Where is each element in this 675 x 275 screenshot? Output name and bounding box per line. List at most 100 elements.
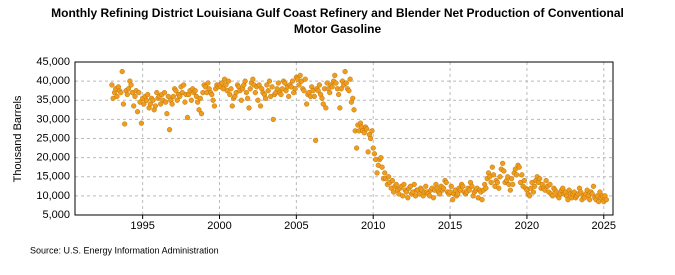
- data-point: [119, 68, 125, 75]
- data-point: [292, 86, 298, 92]
- data-point: [227, 91, 233, 98]
- data-point: [364, 126, 370, 132]
- data-point: [389, 177, 396, 184]
- data-point: [507, 187, 513, 193]
- x-tick-label: 2015: [438, 220, 462, 232]
- data-point: [338, 86, 344, 92]
- data-point: [296, 82, 302, 88]
- data-point: [497, 174, 503, 180]
- data-point: [229, 103, 235, 109]
- data-point: [182, 99, 188, 105]
- data-point: [286, 93, 292, 100]
- data-point: [289, 78, 296, 84]
- y-tick-label: 30,000: [36, 113, 70, 125]
- data-point: [437, 191, 443, 197]
- data-point: [161, 89, 168, 96]
- data-point: [532, 183, 538, 189]
- source-note: Source: U.S. Energy Information Administ…: [30, 245, 219, 255]
- data-point: [247, 86, 253, 92]
- data-point: [590, 183, 597, 189]
- data-point: [138, 120, 145, 126]
- y-tick-label: 45,000: [36, 56, 70, 68]
- data-point: [332, 72, 338, 78]
- data-point: [210, 97, 216, 103]
- data-point: [441, 185, 447, 191]
- data-point: [158, 101, 164, 107]
- data-point: [278, 91, 284, 98]
- data-point: [297, 72, 303, 78]
- data-point: [496, 185, 502, 191]
- data-point: [250, 76, 256, 82]
- data-point: [489, 164, 495, 170]
- data-point: [501, 168, 507, 174]
- data-point: [488, 179, 494, 186]
- data-point: [147, 101, 153, 107]
- data-point: [430, 195, 437, 201]
- data-point: [315, 88, 321, 94]
- data-point: [508, 176, 515, 182]
- data-point: [519, 172, 525, 178]
- data-point: [411, 181, 417, 188]
- data-point: [351, 107, 357, 113]
- data-point: [469, 183, 475, 189]
- data-point: [164, 111, 170, 117]
- x-tick-label: 2005: [284, 220, 308, 232]
- data-point: [109, 82, 115, 88]
- data-point: [238, 97, 244, 103]
- data-point: [549, 193, 556, 199]
- x-tick-label: 2010: [361, 220, 385, 232]
- data-point: [125, 86, 132, 92]
- y-tick-label: 20,000: [36, 152, 70, 164]
- y-tick-label: 15,000: [36, 171, 70, 183]
- data-point: [337, 105, 343, 111]
- data-point: [256, 82, 262, 88]
- data-point: [343, 80, 349, 86]
- data-point: [255, 97, 261, 103]
- data-point: [336, 91, 342, 98]
- data-point: [382, 170, 388, 176]
- data-point: [603, 197, 609, 203]
- data-point: [192, 88, 198, 94]
- data-point: [329, 84, 335, 90]
- y-tick-label: 35,000: [36, 94, 70, 106]
- data-point: [118, 89, 124, 96]
- x-tick-label: 1995: [130, 220, 154, 232]
- data-point: [152, 103, 158, 109]
- data-point: [274, 86, 280, 92]
- data-point: [131, 103, 137, 109]
- data-point: [374, 170, 380, 176]
- data-point: [141, 101, 147, 107]
- data-point: [114, 93, 120, 100]
- data-point: [150, 97, 156, 103]
- data-point: [177, 93, 183, 100]
- data-point: [323, 105, 329, 111]
- y-tick-label: 5,000: [42, 209, 70, 221]
- data-point: [494, 179, 501, 186]
- y-tick-label: 25,000: [36, 132, 70, 144]
- data-point: [466, 187, 472, 193]
- data-point: [350, 95, 356, 101]
- y-axis-label: Thousand Barrels: [12, 95, 24, 182]
- data-point: [257, 103, 264, 109]
- data-point: [269, 84, 275, 90]
- data-point: [209, 91, 215, 98]
- data-point: [311, 93, 317, 100]
- data-point: [543, 177, 549, 184]
- data-point: [347, 76, 353, 82]
- data-point: [385, 174, 392, 180]
- data-point: [302, 76, 308, 82]
- data-point: [342, 68, 348, 75]
- data-point: [378, 155, 384, 161]
- data-point: [526, 193, 533, 199]
- data-point: [320, 101, 326, 107]
- data-point: [448, 183, 454, 189]
- data-point: [252, 89, 258, 96]
- data-point: [361, 130, 367, 136]
- data-point: [333, 80, 339, 86]
- data-point: [198, 111, 205, 117]
- data-point: [547, 181, 553, 188]
- data-point: [163, 99, 169, 105]
- data-point: [589, 191, 595, 197]
